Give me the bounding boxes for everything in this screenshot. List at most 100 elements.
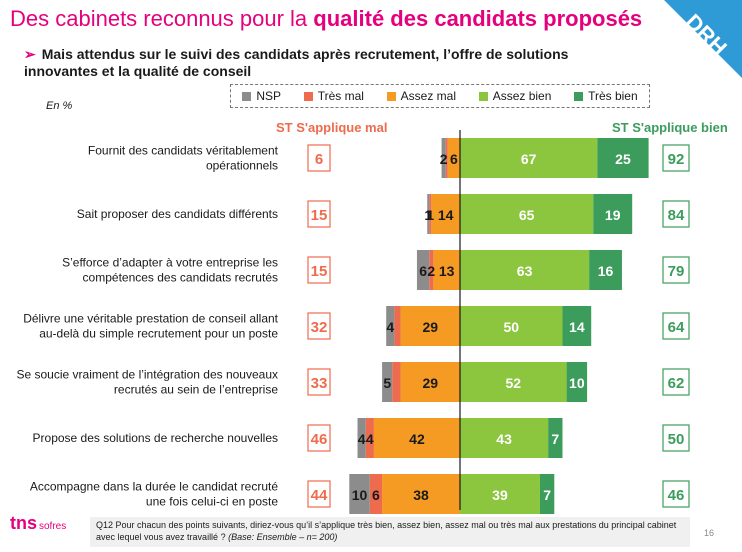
bar-segment	[447, 138, 460, 178]
legend-swatch	[242, 91, 252, 101]
bar-label: 39	[492, 487, 508, 503]
st-mal-box	[307, 144, 331, 172]
st-bien-value: 62	[668, 375, 685, 392]
bar-label: 14	[438, 207, 454, 223]
bar-label: 29	[422, 375, 438, 391]
bar-segment	[460, 194, 594, 234]
st-mal-value: 44	[311, 487, 328, 504]
st-mal-box	[307, 200, 331, 228]
bar-segment	[429, 250, 434, 290]
bar-label: 13	[439, 263, 455, 279]
st-bien-value: 79	[668, 263, 685, 280]
category-label: S’efforce d’adapter à votre entreprise l…	[62, 256, 278, 270]
bar-segment	[365, 418, 374, 458]
st-mal-value: 6	[315, 151, 323, 168]
corner-ribbon	[664, 0, 742, 78]
bar-segment	[429, 194, 432, 234]
st-mal-header: ST S'applique mal	[276, 120, 388, 135]
bar-label: 1	[424, 207, 432, 223]
st-bien-box	[662, 256, 690, 284]
legend-label: NSP	[256, 89, 282, 103]
bar-label: 7	[551, 431, 559, 447]
category-label: une fois celui-ci en poste	[146, 495, 278, 509]
footnote: Q12 Pour chacun des points suivants, dir…	[90, 517, 690, 547]
chart-legend: NSP Très mal Assez mal Assez bien Très bien	[230, 84, 650, 108]
bar-segment	[593, 194, 633, 234]
st-bien-value: 92	[668, 151, 685, 168]
bar-label: 10	[569, 375, 585, 391]
st-mal-value: 33	[311, 375, 328, 392]
bar-segment	[566, 362, 588, 402]
st-mal-box	[307, 480, 331, 508]
st-mal-box	[307, 368, 331, 396]
brand-logo: tns sofres	[10, 513, 67, 533]
legend-item: Assez bien	[478, 89, 552, 103]
bar-segment	[394, 306, 401, 346]
bar-label: 6	[450, 151, 458, 167]
bar-segment	[548, 418, 563, 458]
legend-item: NSP	[242, 89, 281, 103]
bar-label: 19	[605, 207, 621, 223]
legend-item: Très mal	[303, 89, 364, 103]
bar-segment	[441, 138, 446, 178]
st-bien-box	[662, 200, 690, 228]
subtitle: ➢ Mais attendus sur le suivi des candidat…	[24, 46, 569, 79]
bar-segment	[357, 418, 366, 458]
st-mal-box	[307, 312, 331, 340]
bar-label: 63	[517, 263, 533, 279]
st-mal-box	[307, 256, 331, 284]
bar-label: 1	[426, 207, 434, 223]
bar-segment	[562, 306, 592, 346]
st-mal-value: 15	[311, 263, 328, 280]
legend-item: Assez mal	[386, 89, 456, 103]
bar-label: 16	[598, 263, 614, 279]
bar-segment	[392, 362, 401, 402]
page-title: Des cabinets reconnus pour la qualité de…	[10, 6, 643, 31]
st-mal-value: 32	[311, 319, 328, 336]
legend-label: Très mal	[317, 89, 364, 103]
bar-label: 50	[503, 319, 519, 335]
st-bien-box	[662, 480, 690, 508]
st-bien-box	[662, 368, 690, 396]
bar-segment	[460, 418, 549, 458]
bar-label: 4	[358, 431, 366, 447]
bar-segment	[386, 306, 395, 346]
bar-label: 7	[543, 487, 551, 503]
bar-segment	[433, 250, 460, 290]
legend-swatch	[574, 91, 584, 101]
bar-segment	[416, 250, 430, 290]
bar-segment	[460, 474, 540, 514]
bar-label: 52	[506, 375, 522, 391]
category-label: Fournit des candidats véritablement	[88, 144, 279, 158]
st-mal-value: 15	[311, 207, 328, 224]
bar-label: 43	[496, 431, 512, 447]
category-label: opérationnels	[206, 159, 278, 173]
bar-label: 6	[419, 263, 427, 279]
bar-segment	[460, 306, 563, 346]
st-bien-value: 50	[668, 431, 685, 448]
st-bien-box	[662, 424, 690, 452]
category-label: Se soucie vraiment de l’intégration des …	[17, 368, 279, 382]
bar-label: 42	[409, 431, 425, 447]
bar-label: 6	[372, 487, 380, 503]
bar-label: 65	[519, 207, 535, 223]
legend-item: Très bien	[574, 89, 638, 103]
legend-swatch	[303, 91, 313, 101]
st-bien-header: ST S'applique bien	[612, 120, 728, 135]
bar-segment	[369, 474, 383, 514]
legend-label: Assez bien	[492, 89, 552, 103]
bar-segment	[382, 362, 393, 402]
bar-segment	[382, 474, 460, 514]
st-mal-box	[307, 424, 331, 452]
bar-segment	[349, 474, 370, 514]
bar-label: 29	[422, 319, 438, 335]
st-bien-value: 84	[668, 207, 685, 224]
bar-label: 38	[413, 487, 429, 503]
bar-segment	[539, 474, 555, 514]
bar-segment	[373, 418, 460, 458]
bar-segment	[597, 138, 649, 178]
category-label: Accompagne dans la durée le candidat rec…	[30, 480, 278, 494]
category-label: Sait proposer des candidats différents	[77, 207, 278, 221]
bar-label: 5	[383, 375, 391, 391]
